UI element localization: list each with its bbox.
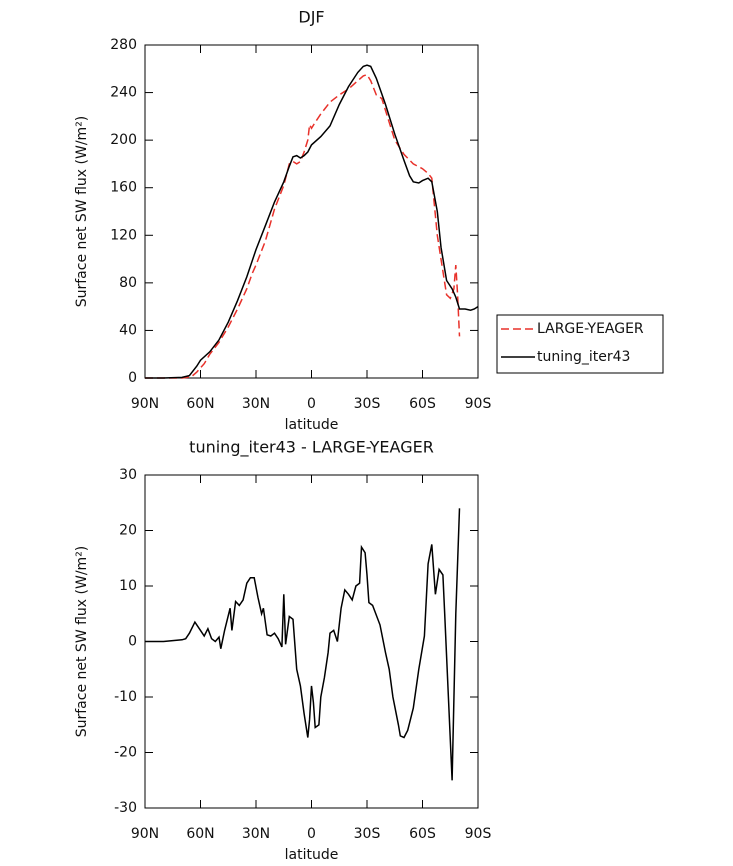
x-tick-label: 60N bbox=[186, 826, 214, 842]
x-tick-label: 90N bbox=[131, 826, 159, 842]
y-tick-label: -20 bbox=[114, 745, 137, 761]
x-tick-label: 30N bbox=[242, 396, 270, 412]
plot-frame bbox=[144, 44, 479, 379]
x-tick-label: 60S bbox=[409, 396, 436, 412]
x-tick-label: 60N bbox=[186, 396, 214, 412]
x-tick-label: 30N bbox=[242, 826, 270, 842]
legend-label: tuning_iter43 bbox=[537, 349, 630, 365]
y-tick-label: 80 bbox=[119, 275, 137, 291]
x-axis-label: latitude bbox=[285, 847, 339, 863]
y-tick-label: -10 bbox=[114, 689, 137, 705]
x-tick-label: 30S bbox=[354, 396, 381, 412]
y-tick-label: 160 bbox=[110, 180, 137, 196]
x-tick-label: 90S bbox=[465, 826, 492, 842]
data-line bbox=[145, 73, 461, 379]
y-tick-label: 20 bbox=[119, 523, 137, 539]
chart-title: tuning_iter43 - LARGE-YEAGER bbox=[189, 438, 434, 458]
y-tick-label: 40 bbox=[119, 322, 137, 338]
y-axis-label: Surface net SW flux (W/m²) bbox=[74, 116, 90, 308]
x-tick-label: 60S bbox=[409, 826, 436, 842]
x-tick-label: 0 bbox=[307, 826, 316, 842]
x-tick-label: 90S bbox=[465, 396, 492, 412]
x-axis-label: latitude bbox=[285, 417, 339, 433]
y-tick-label: 280 bbox=[110, 37, 137, 53]
data-line bbox=[145, 64, 479, 379]
y-tick-label: 200 bbox=[110, 132, 137, 148]
plot-frame bbox=[144, 474, 479, 809]
y-tick-label: 0 bbox=[128, 634, 137, 650]
y-tick-label: -30 bbox=[114, 800, 137, 816]
chart-title: DJF bbox=[298, 8, 324, 27]
y-tick-label: 0 bbox=[128, 370, 137, 386]
x-tick-label: 30S bbox=[354, 826, 381, 842]
y-tick-label: 240 bbox=[110, 85, 137, 101]
y-tick-label: 10 bbox=[119, 578, 137, 594]
legend-box bbox=[496, 314, 664, 374]
y-tick-label: 120 bbox=[110, 227, 137, 243]
y-axis-label: Surface net SW flux (W/m²) bbox=[74, 546, 90, 738]
x-tick-label: 0 bbox=[307, 396, 316, 412]
legend-label: LARGE-YEAGER bbox=[537, 321, 644, 337]
data-line bbox=[145, 508, 461, 781]
x-tick-label: 90N bbox=[131, 396, 159, 412]
y-tick-label: 30 bbox=[119, 467, 137, 483]
